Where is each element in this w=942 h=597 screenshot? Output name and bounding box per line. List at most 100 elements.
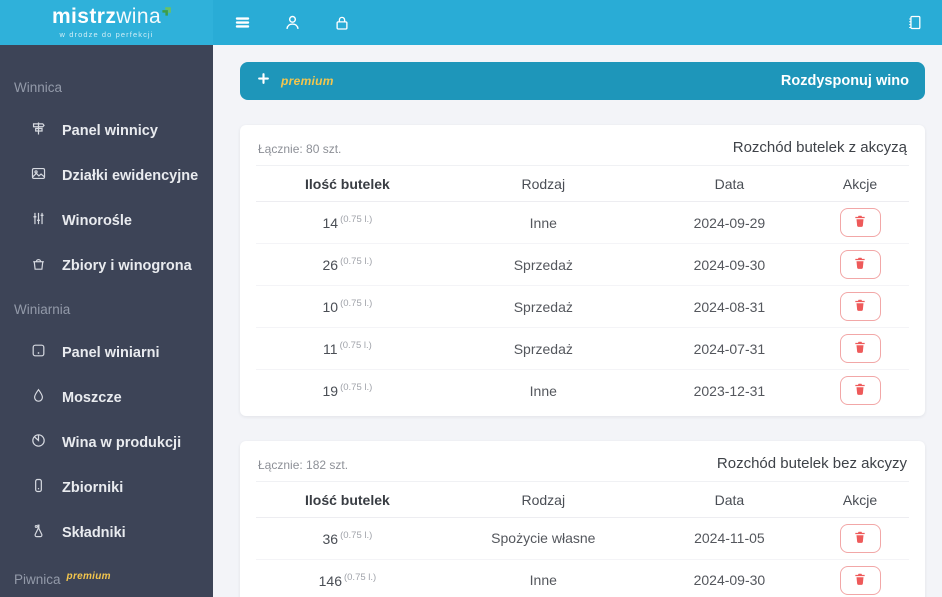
action-banner[interactable]: premium Rozdysponuj wino [240, 62, 925, 100]
type-cell: Sprzedaż [438, 285, 648, 328]
actions-cell [811, 517, 909, 560]
col-header-actions: Akcje [811, 481, 909, 518]
total-count: Łącznie: 80 szt. [258, 142, 342, 156]
type-cell: Sprzedaż [438, 243, 648, 286]
tank-icon [30, 477, 47, 501]
distribute-wine-button[interactable]: Rozdysponuj wino [780, 73, 909, 89]
date-cell: 2024-09-29 [647, 201, 812, 244]
date-cell: 2024-11-05 [647, 517, 812, 560]
menu-icon[interactable] [228, 9, 256, 37]
sidebar-item-label: Wina w produkcji [62, 435, 182, 451]
signpost-icon [30, 120, 47, 144]
sidebar-section-piwnica: Piwnica premium [0, 556, 213, 597]
sidebar-section-winiarnia: Winiarnia [0, 289, 213, 331]
sidebar-item-label: Zbiorniki [62, 480, 124, 496]
delete-button[interactable] [839, 565, 881, 595]
book-icon[interactable] [900, 9, 928, 37]
trash-icon [853, 382, 867, 399]
flask-icon [30, 522, 47, 546]
sidebar-item-winorosle[interactable]: Winorośle [0, 199, 213, 244]
col-header-type: Rodzaj [438, 481, 648, 518]
brand-light: wina [116, 5, 162, 28]
bottle-volume: (0.75 l.) [340, 298, 373, 309]
pie-chart-icon [30, 432, 47, 456]
date-cell: 2024-09-30 [693, 572, 766, 589]
brand-bold: mistrz [51, 5, 117, 28]
delete-button[interactable] [839, 208, 881, 237]
table-card-no-excise: Łącznie: 182 szt. Rozchód butelek bez ak… [240, 440, 925, 597]
bottle-volume: (0.75 l.) [340, 382, 373, 394]
bottle-volume: (0.75 l.) [343, 571, 377, 583]
sidebar-item-skladniki[interactable]: Składniki [0, 511, 213, 556]
sidebar-item-zbiorniki[interactable]: Zbiorniki [0, 466, 213, 511]
actions-cell [811, 370, 909, 412]
sidebar: Winnica Panel winnicy Działki ewidencyjn… [0, 45, 213, 597]
sidebar-item-label: Moszcze [62, 390, 122, 406]
brand-tagline: w drodze do perfekcji [59, 30, 154, 39]
sidebar-item-wina-w-produkcji[interactable]: Wina w produkcji [0, 421, 213, 466]
total-count: Łącznie: 182 szt. [258, 457, 349, 472]
premium-badge: premium [66, 571, 111, 582]
delete-button[interactable] [839, 250, 881, 279]
delete-button[interactable] [839, 292, 881, 321]
add-button[interactable]: premium [256, 71, 334, 91]
actions-cell [811, 201, 909, 244]
plus-icon [256, 71, 271, 91]
sidebar-item-label: Działki ewidencyjne [62, 168, 199, 184]
col-header-qty: Ilość butelek [256, 481, 439, 518]
col-header-qty: Ilość butelek [256, 166, 439, 202]
type-cell: Inne [529, 382, 557, 399]
logo[interactable]: mistrzwina w drodze do perfekcji [0, 0, 213, 45]
bottles-table: Ilość butelek Rodzaj Data Akcje 14 (0.75 … [256, 166, 909, 412]
date-cell: 2024-08-31 [647, 285, 812, 328]
delete-button[interactable] [839, 523, 881, 553]
sidebar-item-label: Panel winnicy [62, 123, 158, 139]
delete-button[interactable] [839, 334, 881, 363]
qty-cell: 14 (0.75 l.) [256, 201, 439, 244]
sidebar-item-moszcze[interactable]: Moszcze [0, 376, 213, 421]
date-cell: 2024-07-31 [647, 327, 812, 370]
trash-icon [853, 530, 867, 547]
section-label: Winnica [14, 80, 63, 95]
qty-cell: 11 (0.75 l.) [256, 327, 439, 370]
delete-button[interactable] [839, 376, 881, 406]
sidebar-item-label: Winorośle [62, 213, 132, 229]
type-cell: Inne [529, 572, 557, 589]
droplet-icon [30, 387, 47, 411]
trash-icon [853, 298, 867, 315]
section-label: Winiarnia [14, 302, 71, 317]
trash-icon [853, 214, 867, 231]
col-header-date: Data [647, 481, 812, 518]
bottle-volume: (0.75 l.) [340, 256, 373, 267]
qty-cell: 19 (0.75 l.) [322, 382, 373, 400]
bottle-volume: (0.75 l.) [339, 340, 372, 351]
card-title: Rozchód butelek bez akcyzy [716, 454, 907, 472]
date-cell: 2024-09-30 [647, 243, 812, 286]
col-header-type: Rodzaj [438, 166, 648, 202]
table-row: 19 (0.75 l.) Inne 2023-12-31 [256, 370, 909, 412]
qty-cell: 26 (0.75 l.) [256, 243, 439, 286]
actions-cell [811, 327, 909, 370]
sidebar-section-winnica: Winnica [0, 67, 213, 109]
type-cell: Sprzedaż [438, 327, 648, 370]
bottle-volume: (0.75 l.) [340, 214, 373, 225]
image-icon [30, 165, 47, 189]
lock-icon[interactable] [328, 9, 356, 37]
sidebar-item-zbiory-i-winogrona[interactable]: Zbiory i winogrona [0, 244, 213, 289]
table-row: 11 (0.75 l.) Sprzedaż 2024-07-31 [256, 327, 909, 370]
type-cell: Inne [438, 201, 648, 244]
qty-cell: 36 (0.75 l.) [256, 517, 439, 560]
sidebar-item-panel-winnicy[interactable]: Panel winnicy [0, 109, 213, 154]
table-row: 10 (0.75 l.) Sprzedaż 2024-08-31 [256, 285, 909, 328]
table-header-row: Ilość butelek Rodzaj Data Akcje [256, 166, 909, 202]
table-header-row: Ilość butelek Rodzaj Data Akcje [256, 481, 909, 518]
topbar-icons [228, 9, 356, 37]
card-header: Łącznie: 182 szt. Rozchód butelek bez ak… [256, 453, 909, 482]
sidebar-item-dzialki-ewidencyjne[interactable]: Działki ewidencyjne [0, 154, 213, 199]
col-header-date: Data [647, 166, 812, 202]
panel-icon [30, 342, 47, 366]
bottles-table: Ilość butelek Rodzaj Data Akcje 36 (0.75 … [256, 481, 909, 597]
sidebar-item-panel-winiarni[interactable]: Panel winiarni [0, 331, 213, 376]
user-icon[interactable] [278, 9, 306, 37]
type-cell: Spożycie własne [438, 517, 648, 560]
